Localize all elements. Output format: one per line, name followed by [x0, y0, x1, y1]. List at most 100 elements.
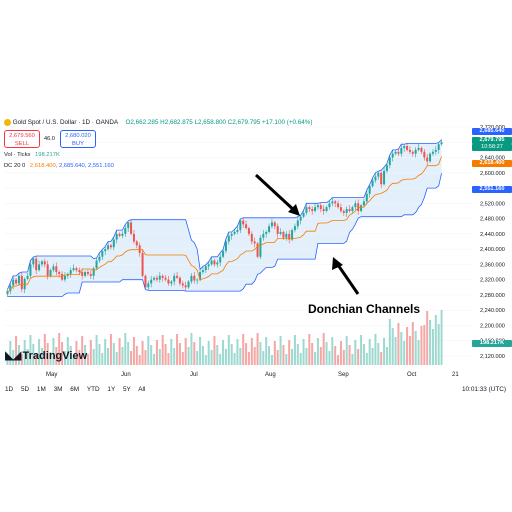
candle-body — [362, 201, 365, 206]
y-tick-label: 2,600.000 — [480, 171, 505, 177]
volume-bar — [40, 348, 43, 365]
candle-body — [242, 220, 245, 225]
candle-body — [268, 226, 271, 232]
y-tick-label: 2,200.000 — [480, 323, 505, 329]
candle-body — [170, 281, 173, 284]
volume-bar — [391, 328, 394, 365]
candle-body — [403, 146, 406, 148]
volume-bar — [319, 347, 322, 365]
buy-button[interactable]: 2,680.020 BUY — [60, 130, 96, 148]
timeframe-3m[interactable]: 3M — [53, 386, 63, 393]
candle-body — [299, 216, 302, 221]
timeframe-1m[interactable]: 1M — [36, 386, 46, 393]
volume-bar — [17, 345, 20, 365]
timeframe-5d[interactable]: 5D — [20, 386, 30, 393]
candle-body — [150, 279, 153, 284]
vol-value: 198.217K — [35, 152, 60, 158]
candle-body — [161, 275, 164, 278]
volume-bar — [420, 326, 423, 365]
volume-bar — [431, 329, 434, 365]
candle-body — [86, 272, 89, 274]
volume-bar — [201, 346, 204, 365]
timeframe-1y[interactable]: 1Y — [107, 386, 116, 393]
basis-price-tag: 2,618.400 — [472, 160, 512, 167]
timeframe-1d[interactable]: 1D — [5, 386, 14, 393]
vol-label: Vol · Ticks — [4, 152, 31, 158]
candle-body — [95, 260, 98, 269]
candle-body — [153, 277, 156, 280]
volume-bar — [107, 348, 110, 365]
volume-bar — [35, 353, 38, 365]
symbol-title[interactable]: Gold Spot / U.S. Dollar · 1D · OANDA — [12, 119, 118, 127]
volume-bar — [423, 325, 426, 365]
volume-bar — [112, 343, 115, 365]
volume-bar — [242, 334, 245, 365]
tradingview-wordmark: TradingView — [22, 350, 88, 362]
volume-bar — [9, 341, 12, 365]
upper-band-price-tag: 2,685.640 — [472, 128, 512, 135]
x-tick-label: Aug — [265, 372, 276, 378]
candle-body — [178, 277, 181, 284]
x-tick-label: Jun — [121, 372, 131, 378]
volume-bar — [150, 345, 153, 365]
candle-body — [431, 151, 434, 154]
volume-bar — [158, 349, 161, 365]
volume-indicator-legend[interactable]: Vol · Ticks 198.217K — [4, 152, 60, 158]
candle-body — [141, 252, 144, 276]
candle-body — [121, 233, 124, 236]
candle-body — [339, 207, 342, 211]
volume-bar — [26, 349, 29, 365]
donchian-indicator-legend[interactable]: DC 20 0 2,618.400, 2,685.640, 2,551.160 — [4, 163, 114, 169]
volume-bar — [101, 353, 104, 365]
candle-body — [417, 147, 420, 150]
candle-body — [316, 205, 319, 208]
candle-body — [164, 277, 167, 280]
volume-bar — [331, 337, 334, 365]
timeframe-5y[interactable]: 5Y — [123, 386, 131, 393]
volume-bar — [193, 342, 196, 365]
volume-bar — [354, 340, 357, 365]
candle-body — [308, 207, 311, 210]
candle-body — [144, 275, 147, 288]
candle-body — [46, 264, 49, 276]
candle-body — [360, 205, 363, 211]
volume-bar — [365, 353, 368, 365]
candle-body — [357, 203, 360, 211]
volume-bar — [161, 335, 164, 365]
candle-body — [388, 157, 391, 166]
donchian-line-layer — [7, 139, 442, 297]
volume-bar — [213, 336, 216, 365]
volume-bar — [38, 339, 41, 365]
candle-body — [112, 239, 115, 248]
candle-body — [173, 275, 176, 282]
volume-bar — [417, 340, 420, 365]
buy-label: BUY — [72, 141, 84, 147]
volume-bar — [239, 348, 242, 365]
candle-body — [72, 268, 75, 271]
candle-body — [115, 233, 118, 240]
timeframe-ytd[interactable]: YTD — [86, 386, 100, 393]
candle-body — [210, 260, 213, 265]
volume-bar — [130, 351, 133, 365]
volume-bar — [322, 333, 325, 365]
utc-clock[interactable]: 10:01:33 (UTC) — [461, 386, 506, 393]
ohlc-values: O2,662.285 H2,682.875 L2,658.800 C2,679.… — [125, 119, 313, 127]
volume-bar — [81, 336, 84, 365]
volume-bar — [104, 339, 107, 365]
volume-bar — [95, 335, 98, 365]
volume-bar — [276, 350, 279, 365]
candle-body — [302, 212, 305, 217]
volume-bar — [222, 340, 225, 365]
volume-bar — [268, 346, 271, 365]
candle-body — [32, 258, 35, 265]
sell-button[interactable]: 2,679.560 SELL — [4, 130, 40, 148]
volume-bar — [78, 350, 81, 365]
volume-bar — [247, 352, 250, 365]
volume-bar — [377, 343, 380, 365]
volume-bar — [190, 333, 193, 365]
volume-bar — [227, 335, 230, 365]
y-tick-label: 2,440.000 — [480, 232, 505, 238]
timeframe-6m[interactable]: 6M — [70, 386, 80, 393]
donchian-lower-line — [7, 173, 442, 297]
timeframe-all[interactable]: All — [138, 386, 146, 393]
